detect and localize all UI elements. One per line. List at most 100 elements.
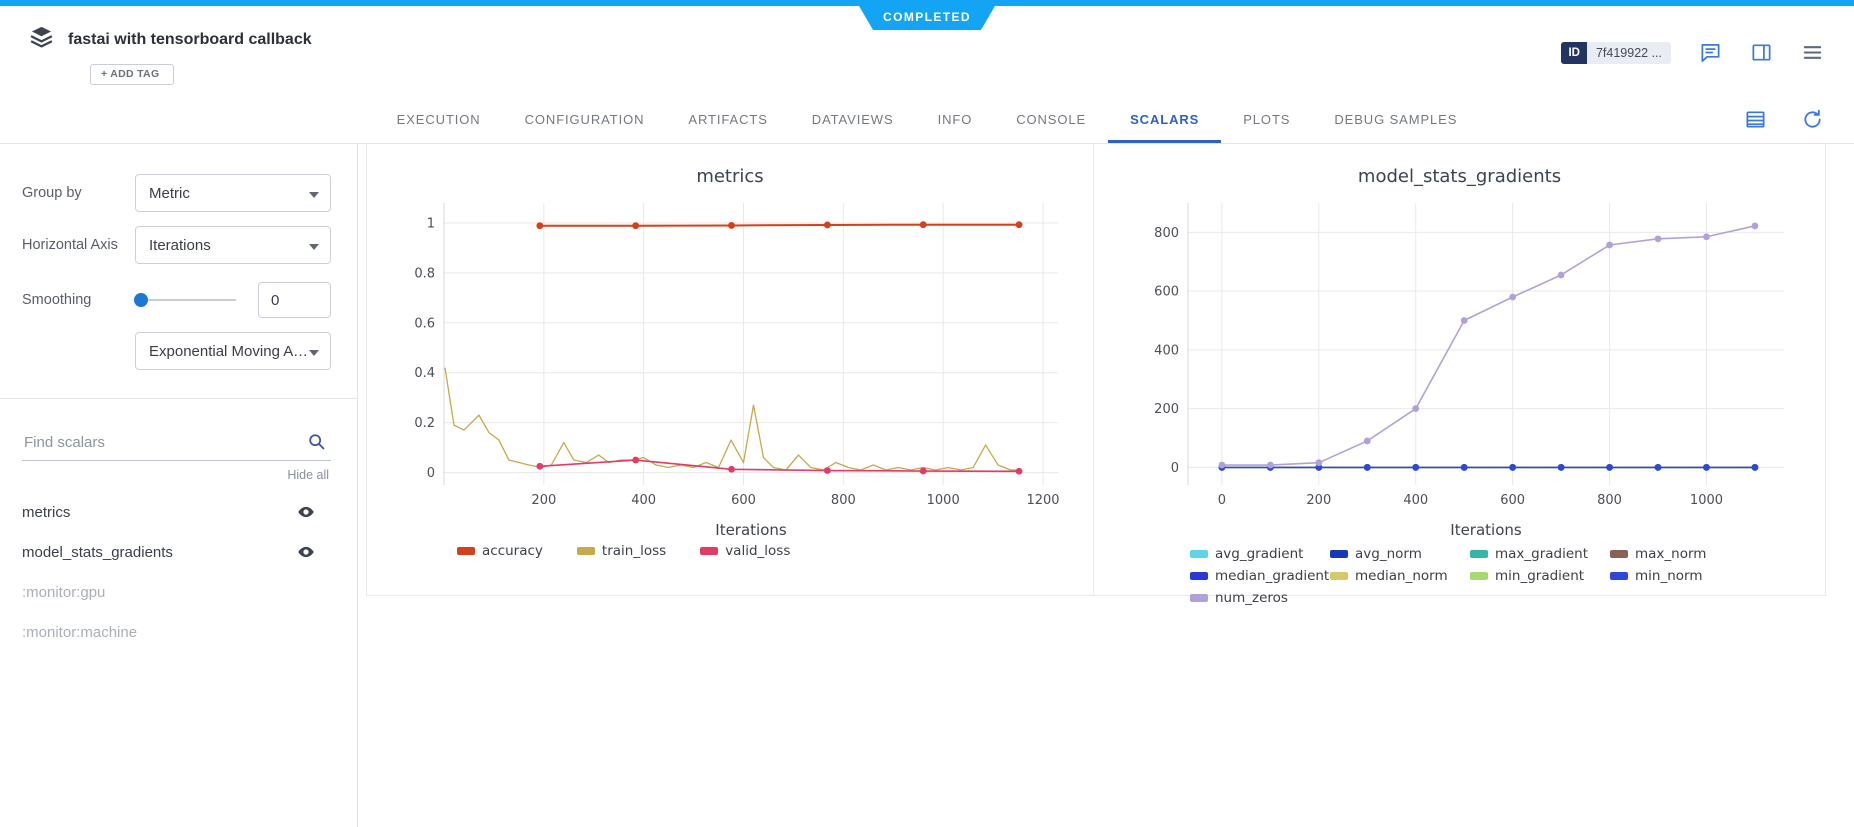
add-tag-button[interactable]: + ADD TAG	[90, 64, 174, 85]
search-icon[interactable]	[306, 431, 327, 452]
legend-label: accuracy	[482, 543, 543, 559]
legend-label: min_gradient	[1495, 568, 1584, 584]
group-by-select[interactable]: Metric	[135, 174, 331, 212]
tab-plots[interactable]: PLOTS	[1221, 95, 1312, 143]
legend-item-max_norm[interactable]: max_norm	[1610, 543, 1750, 565]
feedback-icon[interactable]	[1699, 41, 1722, 64]
legend-label: train_loss	[602, 543, 666, 559]
legend-item-median_norm[interactable]: median_norm	[1330, 565, 1470, 587]
chart-plot[interactable]: 020040060080010000200400600800Iterations	[1110, 189, 1810, 541]
legend-item-train_loss[interactable]: train_loss	[577, 543, 666, 559]
scalar-row-model-stats-gradients[interactable]: model_stats_gradients	[22, 532, 331, 572]
smoothing-slider[interactable]	[134, 292, 236, 308]
svg-text:400: 400	[1154, 343, 1179, 358]
find-scalars-input[interactable]	[22, 429, 331, 461]
legend-swatch	[1610, 572, 1628, 580]
legend-item-accuracy[interactable]: accuracy	[457, 543, 543, 559]
scalar-row-monitor-gpu[interactable]: :monitor:gpu	[22, 572, 331, 612]
tab-configuration[interactable]: CONFIGURATION	[503, 95, 667, 143]
chevron-down-icon	[309, 185, 319, 202]
tab-dataviews[interactable]: DATAVIEWS	[790, 95, 916, 143]
legend-label: max_norm	[1635, 546, 1706, 562]
legend-item-min_gradient[interactable]: min_gradient	[1470, 565, 1610, 587]
svg-text:200: 200	[531, 493, 556, 508]
svg-text:0.8: 0.8	[414, 266, 435, 281]
scalar-row-monitor-machine[interactable]: :monitor:machine	[22, 612, 331, 652]
scalar-label: :monitor:machine	[22, 624, 137, 641]
chart-card-metrics: metrics 2004006008001000120000.20.40.60.…	[366, 144, 1094, 595]
svg-text:800: 800	[1154, 226, 1179, 241]
table-view-icon[interactable]	[1744, 108, 1767, 131]
tab-info[interactable]: INFO	[916, 95, 995, 143]
experiment-title: fastai with tensorboard callback	[68, 31, 312, 49]
scalar-list: metrics model_stats_gradients :monitor:gpu…	[22, 492, 331, 652]
svg-text:200: 200	[1154, 402, 1179, 417]
legend-label: median_norm	[1355, 568, 1448, 584]
legend-label: avg_gradient	[1215, 546, 1303, 562]
svg-text:200: 200	[1306, 493, 1331, 508]
layout-columns-icon[interactable]	[1750, 41, 1773, 64]
legend-swatch	[1190, 550, 1208, 558]
scalar-row-metrics[interactable]: metrics	[22, 492, 331, 532]
legend-item-num_zeros[interactable]: num_zeros	[1190, 587, 1330, 609]
svg-text:0: 0	[1170, 461, 1178, 476]
status-banner: COMPLETED	[859, 6, 995, 30]
scalar-label: metrics	[22, 504, 70, 521]
legend-item-avg_gradient[interactable]: avg_gradient	[1190, 543, 1330, 565]
svg-text:600: 600	[1500, 493, 1525, 508]
menu-icon[interactable]	[1801, 41, 1824, 64]
chevron-down-icon	[309, 237, 319, 254]
experiment-id-chip[interactable]: ID 7f419922 ...	[1561, 42, 1671, 64]
chart-title: model_stats_gradients	[1094, 166, 1825, 187]
legend-item-valid_loss[interactable]: valid_loss	[700, 543, 790, 559]
refresh-icon[interactable]	[1801, 108, 1824, 131]
tab-execution[interactable]: EXECUTION	[375, 95, 503, 143]
tab-debug-samples[interactable]: DEBUG SAMPLES	[1312, 95, 1479, 143]
slider-track	[134, 299, 236, 301]
scalar-label: :monitor:gpu	[22, 584, 105, 601]
legend-item-median_gradient[interactable]: median_gradient	[1190, 565, 1330, 587]
legend-swatch	[1470, 550, 1488, 558]
horizontal-axis-select[interactable]: Iterations	[135, 226, 331, 264]
id-label: ID	[1561, 42, 1587, 64]
tab-scalars[interactable]: SCALARS	[1108, 95, 1221, 143]
svg-text:1: 1	[427, 216, 435, 231]
svg-text:800: 800	[831, 493, 856, 508]
slider-thumb[interactable]	[134, 293, 148, 307]
chart-title: metrics	[367, 166, 1093, 187]
legend-label: median_gradient	[1215, 568, 1329, 584]
smoothing-input[interactable]	[258, 282, 331, 318]
tab-artifacts[interactable]: ARTIFACTS	[666, 95, 789, 143]
app-logo	[28, 24, 55, 56]
svg-text:Iterations: Iterations	[1450, 521, 1522, 539]
eye-icon[interactable]	[297, 543, 315, 561]
legend-label: min_norm	[1635, 568, 1703, 584]
legend-item-max_gradient[interactable]: max_gradient	[1470, 543, 1610, 565]
tab-console[interactable]: CONSOLE	[994, 95, 1108, 143]
svg-text:400: 400	[631, 493, 656, 508]
legend-label: avg_norm	[1355, 546, 1422, 562]
hide-all-link[interactable]: Hide all	[22, 468, 329, 482]
chart-legend: accuracy train_loss valid_loss	[367, 543, 1093, 559]
eye-icon[interactable]	[297, 503, 315, 521]
legend-swatch	[457, 547, 475, 555]
legend-swatch	[700, 547, 718, 555]
legend-label: max_gradient	[1495, 546, 1588, 562]
legend-item-avg_norm[interactable]: avg_norm	[1330, 543, 1470, 565]
svg-text:0.6: 0.6	[414, 316, 435, 331]
legend-swatch	[577, 547, 595, 555]
smoothing-method-select[interactable]: Exponential Moving Av...	[135, 332, 331, 370]
svg-text:800: 800	[1597, 493, 1622, 508]
tab-bar-items: EXECUTIONCONFIGURATIONARTIFACTSDATAVIEWS…	[375, 95, 1480, 143]
tab-bar: EXECUTIONCONFIGURATIONARTIFACTSDATAVIEWS…	[0, 95, 1854, 144]
svg-text:400: 400	[1403, 493, 1428, 508]
legend-item-min_norm[interactable]: min_norm	[1610, 565, 1750, 587]
legend-swatch	[1470, 572, 1488, 580]
chart-plot[interactable]: 2004006008001000120000.20.40.60.81Iterat…	[380, 189, 1080, 541]
legend-swatch	[1610, 550, 1628, 558]
svg-text:0.4: 0.4	[414, 366, 435, 381]
chart-legend: avg_gradient avg_norm max_gradient max_norm…	[1094, 543, 1825, 609]
legend-label: num_zeros	[1215, 590, 1288, 606]
chart-card-model-stats-gradients: model_stats_gradients 020040060080010000…	[1094, 144, 1826, 595]
svg-text:1200: 1200	[1026, 493, 1059, 508]
